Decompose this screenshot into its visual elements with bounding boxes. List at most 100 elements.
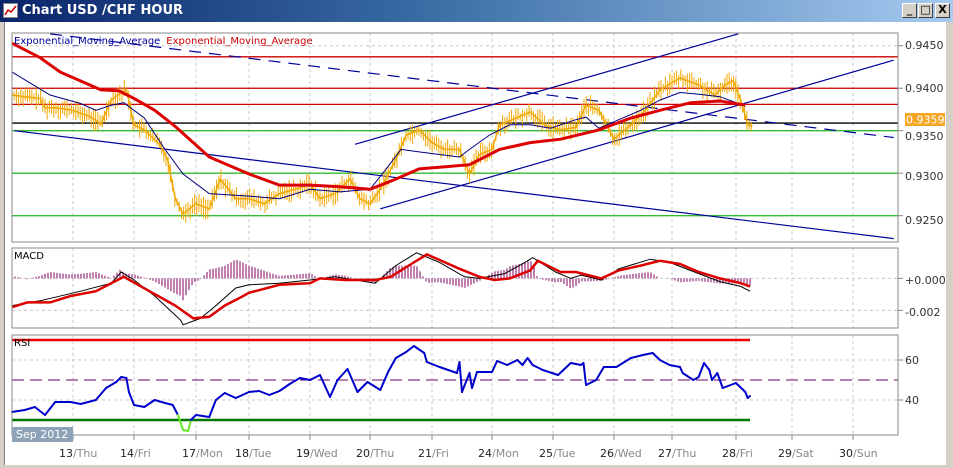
rsi-line-segment: [189, 414, 197, 421]
macd-panel-frame: [11, 247, 899, 329]
period-label-box: [12, 427, 73, 442]
y-tick-label: 0.9400: [905, 82, 944, 95]
rsi-line-segment: [438, 366, 458, 374]
rsi-line-segment: [491, 360, 499, 373]
rsi-line-segment: [541, 369, 560, 376]
rsi-line-segment: [187, 419, 192, 432]
rsi-line-segment: [268, 390, 281, 396]
rsi-line-segment: [405, 345, 415, 353]
x-tick-weekday: /Fri: [736, 447, 753, 460]
macd-title: MACD: [14, 251, 44, 262]
rsi-line-segment: [329, 379, 339, 398]
x-tick-day: 18: [235, 447, 249, 460]
x-tick-label: 17/Mon: [182, 447, 223, 460]
rsi-line-segment: [208, 399, 217, 418]
rsi-line-segment: [125, 377, 130, 393]
x-tick-day: 17: [182, 447, 196, 460]
rsi-line-segment: [33, 406, 47, 416]
x-tick-label: 14/Fri: [120, 447, 151, 460]
rsi-title: RSI: [14, 338, 30, 349]
rsi-line-segment: [651, 352, 661, 361]
x-tick-day: 29: [778, 447, 792, 460]
rsi-line-segment: [496, 360, 509, 366]
x-tick-day: 20: [356, 447, 370, 460]
x-tick-weekday: /Fri: [432, 447, 449, 460]
rsi-line-segment: [248, 390, 261, 393]
x-tick-weekday: /Thu: [73, 447, 97, 460]
rsi-line-segment: [697, 362, 705, 378]
rsi-line-segment: [195, 414, 211, 418]
x-tick-label: 18/Tue: [235, 447, 272, 460]
rsi-line-segment: [423, 352, 428, 363]
rsi-panel-frame: [11, 334, 899, 436]
rsi-line-segment: [387, 357, 397, 373]
rsi-line-segment: [288, 377, 301, 385]
rsi-line-segment: [164, 402, 174, 406]
rsi-line-segment: [679, 366, 684, 374]
rsi-line-segment: [133, 404, 146, 408]
x-tick-weekday: /Mon: [196, 447, 223, 460]
x-tick-day: 19: [296, 447, 310, 460]
price-line: [11, 77, 753, 216]
x-tick-label: 20/Thu: [356, 447, 394, 460]
chart-window-client: [4, 22, 946, 465]
rsi-line-segment: [153, 399, 166, 404]
window-title-bar[interactable]: Chart USD /CHF HOUR _ □ X: [0, 0, 953, 22]
close-button[interactable]: X: [935, 3, 950, 18]
rsi-line-segment: [461, 372, 471, 393]
x-tick-weekday: /Tue: [249, 447, 272, 460]
grid-lines: [12, 33, 903, 440]
rsi-line-segment: [69, 401, 82, 405]
rsi-line-segment: [526, 357, 534, 366]
x-tick-weekday: /Tue: [553, 447, 576, 460]
x-tick-label: 29/Sat: [778, 447, 814, 460]
rsi-line-segment: [557, 362, 572, 376]
ema-fast-line: [11, 71, 746, 200]
rsi-line-segment: [394, 351, 408, 359]
rsi-line-segment: [595, 366, 605, 381]
legend-ema-slow: Exponential_Moving_Average: [166, 36, 312, 47]
trendline-solid: [380, 59, 894, 210]
minimize-button[interactable]: _: [902, 3, 917, 18]
rsi-line-segment: [458, 361, 463, 393]
x-tick-weekday: /Thu: [370, 447, 394, 460]
rsi-line-segment: [629, 354, 644, 359]
ema-slow-line: [11, 41, 746, 191]
rsi-line-segment: [105, 381, 118, 389]
rsi-line-segment: [298, 377, 311, 381]
rsi-line-segment: [692, 376, 700, 381]
rsi-line-segment: [521, 357, 529, 366]
rsi-line-segment: [115, 376, 123, 383]
rsi-line-segment: [143, 399, 156, 408]
x-axis-labels: 13/Thu 14/Fri 17/Mon 18/Tue 19/Wed 20/Thu 21/F…: [59, 447, 878, 460]
x-tick-label: 28/Fri: [722, 447, 753, 460]
x-tick-weekday: /Sun: [853, 447, 878, 460]
rsi-line-segment: [642, 352, 654, 356]
x-tick-weekday: /Mon: [492, 447, 519, 460]
current-price-badge: [905, 113, 945, 126]
window-title: Chart USD /CHF HOUR: [22, 3, 184, 18]
y-tick-label: 0.9350: [905, 130, 944, 143]
rsi-line-segment: [425, 361, 441, 368]
rsi-line-segment: [379, 371, 390, 391]
rsi-line-segment: [234, 391, 250, 399]
y-tick-label: 0.9450: [905, 39, 944, 52]
rsi-line-segment: [171, 404, 179, 416]
legend-ema-fast: Exponential_Moving_Average: [14, 36, 160, 47]
rsi-line-segment: [471, 371, 478, 389]
rsi-tick-label: 60: [905, 354, 919, 367]
x-tick-label: 26/Wed: [600, 447, 642, 460]
rsi-line-segment: [585, 379, 598, 386]
rsi-line-segment: [658, 359, 671, 366]
x-tick-day: 21: [418, 447, 432, 460]
rsi-line-segment: [468, 372, 473, 389]
trendline-solid: [14, 130, 894, 240]
rsi-line-segment: [668, 364, 681, 368]
macd-signal-line: [11, 252, 751, 320]
rsi-line-segment: [506, 359, 519, 366]
x-tick-label: 30/Sun: [839, 447, 878, 460]
x-tick-label: 25/Tue: [539, 447, 576, 460]
rsi-line-segment: [531, 364, 544, 371]
maximize-button[interactable]: □: [918, 3, 933, 18]
